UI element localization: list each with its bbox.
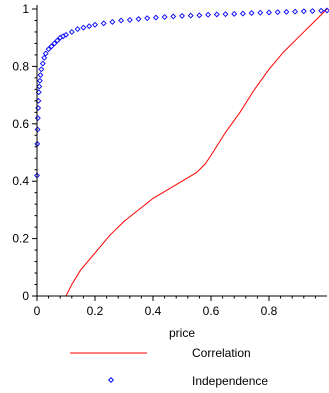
- independence-point: [275, 10, 280, 15]
- x-tick-label: 0: [34, 304, 41, 318]
- y-tick-label: 0.6: [12, 117, 29, 131]
- independence-point: [154, 15, 159, 20]
- x-tick-label: 0.2: [87, 304, 104, 318]
- legend-correlation-label: Correlation: [192, 346, 251, 360]
- independence-point: [93, 22, 98, 27]
- independence-point: [36, 116, 41, 121]
- x-axis-title: price: [169, 326, 195, 340]
- independence-point: [81, 25, 86, 30]
- independence-point: [38, 73, 43, 78]
- correlation-line: [37, 9, 327, 296]
- plot-area: 0 0.2 0.4 0.6 0.8 0 0.2 0.4 0.6 0.8 1: [12, 2, 329, 318]
- independence-point: [101, 21, 106, 26]
- legend: Correlation Independence: [70, 346, 268, 388]
- y-tick-label: 0.2: [12, 232, 29, 246]
- independence-point: [75, 27, 80, 32]
- independence-point: [206, 12, 211, 17]
- independence-point: [87, 24, 92, 29]
- independence-point: [310, 9, 315, 14]
- independence-point: [215, 12, 220, 17]
- independence-point: [284, 10, 289, 15]
- legend-independence-swatch: [109, 378, 114, 383]
- y-tick-label: 0.4: [12, 174, 29, 188]
- x-tick-label: 0.4: [145, 304, 162, 318]
- y-tick-label: 1: [22, 2, 29, 16]
- independence-point: [197, 13, 202, 18]
- independence-point: [241, 11, 246, 16]
- x-ticks: 0 0.2 0.4 0.6 0.8: [34, 296, 316, 318]
- y-tick-label: 0.8: [12, 59, 29, 73]
- x-tick-label: 0.8: [261, 304, 278, 318]
- series-layer: [35, 8, 329, 296]
- independence-point: [162, 15, 167, 20]
- independence-point: [232, 12, 237, 17]
- independence-point: [188, 13, 193, 18]
- independence-point: [293, 9, 298, 14]
- y-ticks: 0 0.2 0.4 0.6 0.8 1: [12, 2, 37, 303]
- independence-point: [171, 14, 176, 19]
- independence-point: [145, 16, 150, 21]
- independence-point: [70, 30, 75, 35]
- independence-point: [41, 61, 46, 66]
- independence-point: [302, 9, 307, 14]
- independence-point: [136, 17, 141, 22]
- independence-point: [128, 18, 133, 23]
- independence-point: [119, 18, 124, 23]
- independence-point: [223, 12, 228, 17]
- independence-point: [39, 67, 44, 72]
- independence-point: [38, 78, 43, 83]
- independence-point: [35, 127, 40, 132]
- independence-point: [110, 20, 115, 25]
- independence-point: [258, 10, 263, 15]
- independence-point: [37, 84, 42, 89]
- y-tick-label: 0: [22, 289, 29, 303]
- independence-point: [319, 8, 324, 13]
- independence-point: [180, 14, 185, 19]
- independence-point: [267, 10, 272, 15]
- x-tick-label: 0.6: [203, 304, 220, 318]
- legend-independence-label: Independence: [192, 374, 268, 388]
- independence-point: [249, 11, 254, 16]
